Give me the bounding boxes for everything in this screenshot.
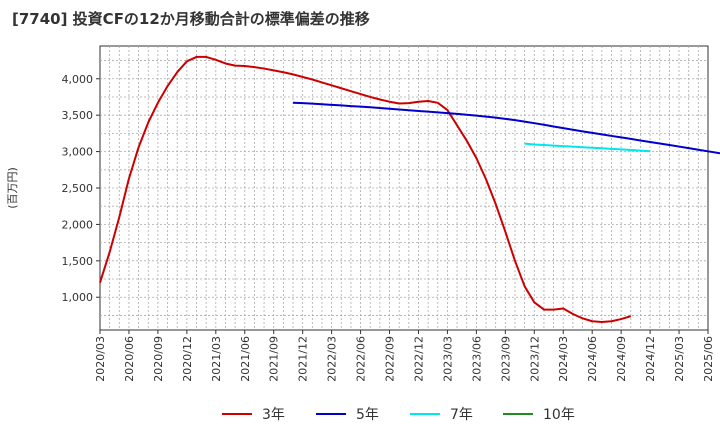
legend: 3年 5年 7年 10年 (222, 407, 575, 423)
y-tick-label: 4,000 (62, 73, 94, 86)
legend-label-1: 3年 (262, 407, 285, 423)
x-tick-label: 2025/06 (702, 336, 715, 382)
x-tick-label: 2023/09 (499, 336, 512, 382)
legend-label-4: 10年 (543, 407, 575, 423)
y-axis-label: (百万円) (6, 167, 19, 209)
x-tick-label: 2022/03 (326, 336, 339, 382)
x-tick-label: 2023/12 (528, 336, 541, 382)
x-tick-label: 2024/06 (586, 336, 599, 382)
x-tick-label: 2021/09 (268, 336, 281, 382)
y-tick-label: 1,500 (62, 255, 94, 268)
x-tick-label: 2024/12 (644, 336, 657, 382)
x-tick-label: 2025/03 (673, 336, 686, 382)
x-tick-label: 2022/06 (355, 336, 368, 382)
x-tick-label: 2021/12 (297, 336, 310, 382)
x-tick-label: 2020/06 (123, 336, 136, 382)
x-tick-label: 2020/03 (94, 336, 107, 382)
chart-title: [7740] 投資CFの12か月移動合計の標準偏差の推移 (12, 10, 370, 28)
y-tick-label: 1,000 (62, 291, 94, 304)
y-axis-ticks: 1,000 1,500 2,000 2,500 3,000 3,500 4,000 (62, 73, 100, 304)
x-tick-label: 2021/06 (239, 336, 252, 382)
legend-label-3: 7年 (450, 407, 473, 423)
x-tick-label: 2023/03 (441, 336, 454, 382)
x-axis-ticks: 2020/03 2020/06 2020/09 2020/12 2021/03 2021/… (94, 330, 715, 382)
y-tick-label: 2,000 (62, 218, 94, 231)
y-tick-label: 2,500 (62, 182, 94, 195)
series-line-2 (292, 101, 720, 155)
x-tick-label: 2021/03 (210, 336, 223, 382)
legend-label-2: 5年 (356, 407, 379, 423)
x-tick-label: 2020/09 (152, 336, 165, 382)
y-tick-label: 3,500 (62, 109, 94, 122)
y-tick-label: 3,000 (62, 146, 94, 159)
series-lines (99, 55, 720, 323)
x-tick-label: 2022/09 (384, 336, 397, 382)
grid-lines (100, 46, 708, 330)
x-tick-label: 2020/12 (181, 336, 194, 382)
x-tick-label: 2024/03 (557, 336, 570, 382)
series-line-3 (524, 142, 651, 153)
x-tick-label: 2023/06 (470, 336, 483, 382)
x-tick-label: 2024/09 (615, 336, 628, 382)
x-tick-label: 2022/12 (412, 336, 425, 382)
series-line-1 (99, 55, 632, 323)
